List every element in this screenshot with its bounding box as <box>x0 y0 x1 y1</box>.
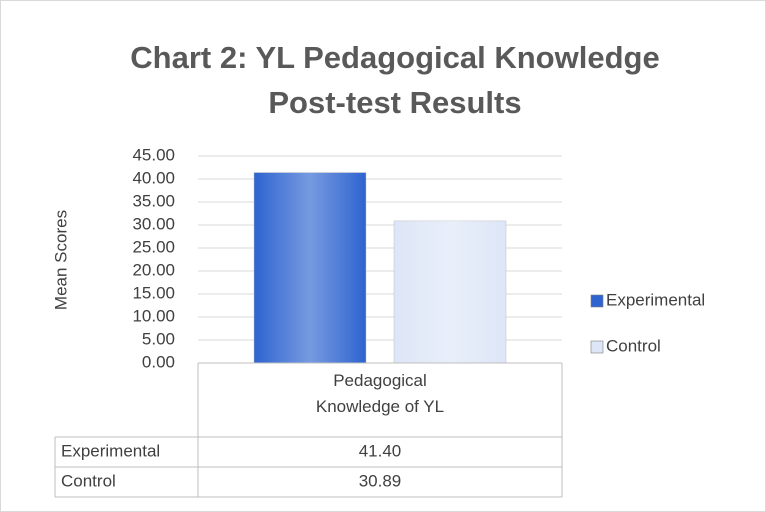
category-label: Pedagogical Knowledge of YL <box>315 371 445 416</box>
legend-label: Experimental <box>606 290 705 309</box>
y-tick-label: 20.00 <box>132 260 175 279</box>
y-tick-label: 0.00 <box>142 352 175 371</box>
table-series-name: Control <box>61 471 116 490</box>
y-axis-label: Mean Scores <box>51 210 70 310</box>
y-tick-label: 15.00 <box>132 283 175 302</box>
y-tick-label: 10.00 <box>132 306 175 325</box>
chart-title: Chart 2: YL Pedagogical Knowledge Post-te… <box>130 40 659 120</box>
bar <box>253 172 367 364</box>
legend-swatch <box>590 340 604 354</box>
bar <box>393 220 507 364</box>
y-tick-label: 40.00 <box>132 168 175 187</box>
table-series-name: Experimental <box>61 441 160 460</box>
y-tick-label: 25.00 <box>132 237 175 256</box>
legend-label: Control <box>606 336 661 355</box>
y-tick-label: 30.00 <box>132 214 175 233</box>
legend-swatch <box>590 294 604 308</box>
y-tick-label: 5.00 <box>142 329 175 348</box>
table-value: 41.40 <box>359 441 402 460</box>
y-tick-label: 35.00 <box>132 191 175 210</box>
table-value: 30.89 <box>359 471 402 490</box>
y-tick-label: 45.00 <box>132 145 175 164</box>
